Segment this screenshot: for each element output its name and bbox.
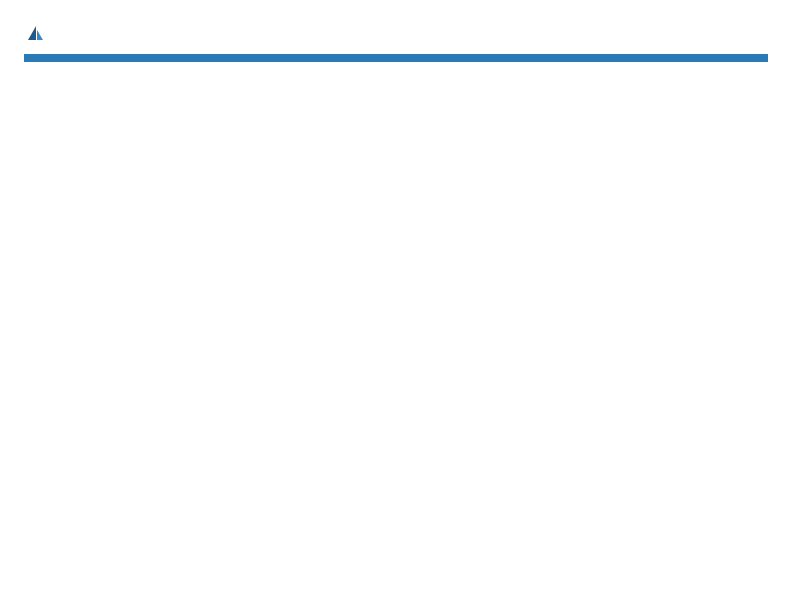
day-header [555,54,661,62]
day-header [24,54,130,62]
logo-sail-icon [26,24,46,42]
day-header [130,54,236,62]
day-header [449,54,555,62]
day-header [237,54,343,62]
logo [24,20,46,46]
calendar-table [24,54,768,62]
day-header [343,54,449,62]
page-header [24,20,768,46]
day-header [662,54,768,62]
day-header-row [24,54,768,62]
